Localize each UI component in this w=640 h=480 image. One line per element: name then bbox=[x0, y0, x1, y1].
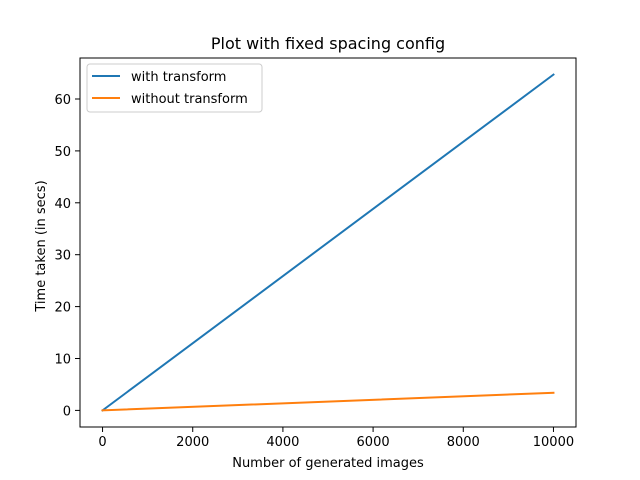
x-tick-label: 6000 bbox=[357, 435, 390, 450]
x-axis-ticks: 0 2000 4000 6000 8000 10000 bbox=[98, 427, 574, 450]
x-axis-label: Number of generated images bbox=[232, 456, 424, 471]
x-tick-label: 8000 bbox=[447, 435, 480, 450]
y-axis-ticks: 0 10 20 30 40 50 60 bbox=[54, 93, 80, 419]
y-tick-label: 60 bbox=[54, 93, 71, 108]
series-layer bbox=[101, 73, 555, 412]
legend-label-without-transform: without transform bbox=[131, 92, 248, 107]
x-tick-label: 0 bbox=[98, 435, 106, 450]
y-tick-label: 50 bbox=[54, 145, 71, 160]
legend-label-with-transform: with transform bbox=[131, 70, 226, 85]
series-line-with-transform bbox=[101, 73, 555, 412]
x-tick-label: 2000 bbox=[176, 435, 209, 450]
x-tick-label: 4000 bbox=[266, 435, 299, 450]
y-tick-label: 40 bbox=[54, 197, 71, 212]
y-tick-label: 0 bbox=[63, 404, 71, 419]
legend: with transform without transform bbox=[86, 63, 263, 113]
y-axis-label: Time taken (in secs) bbox=[34, 180, 49, 312]
y-tick-label: 20 bbox=[54, 301, 71, 316]
chart-title: Plot with fixed spacing config bbox=[211, 34, 445, 53]
y-tick-label: 30 bbox=[54, 249, 71, 264]
x-tick-label: 10000 bbox=[533, 435, 574, 450]
series-line-without-transform bbox=[101, 391, 555, 412]
axes-frame bbox=[79, 57, 577, 428]
plot-area bbox=[79, 57, 577, 428]
legend-box bbox=[86, 63, 263, 113]
y-tick-label: 10 bbox=[54, 352, 71, 367]
